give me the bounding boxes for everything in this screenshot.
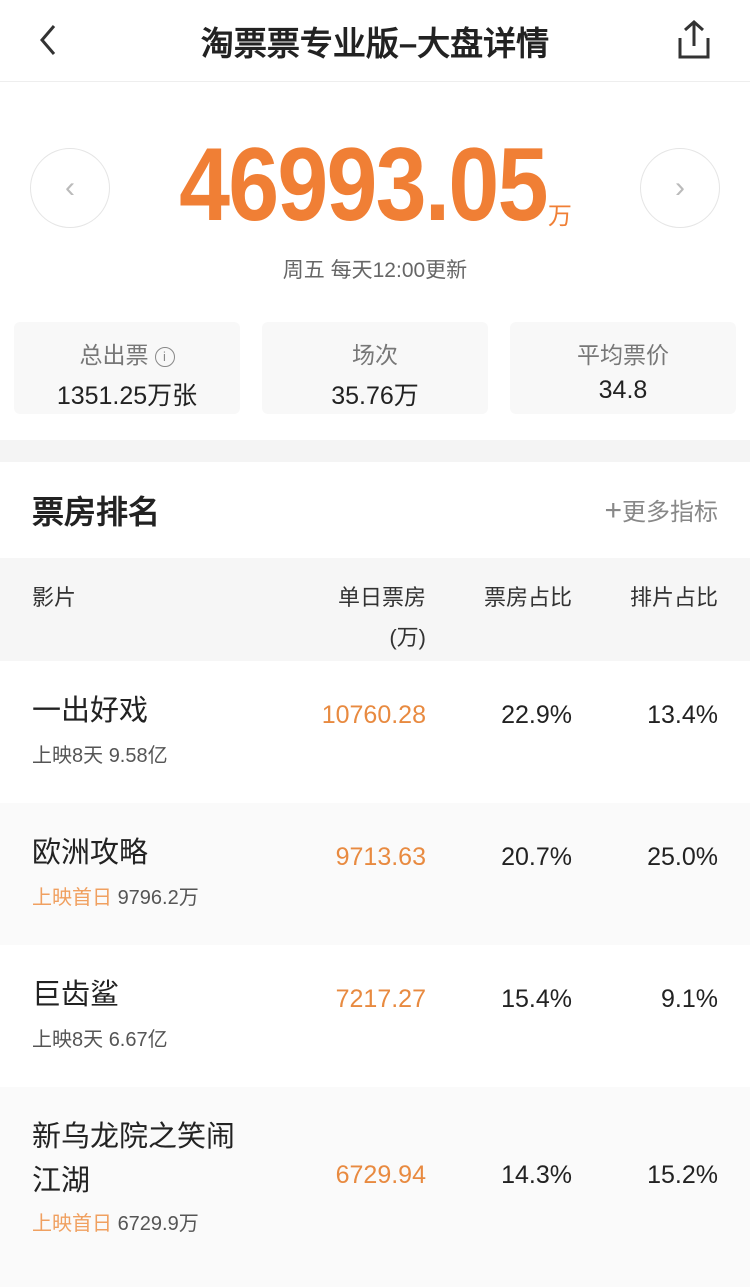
film-name: 欧洲攻略 bbox=[32, 837, 149, 869]
chevron-left-icon[interactable] bbox=[30, 20, 70, 60]
chevron-right-icon: › bbox=[675, 171, 685, 204]
divider bbox=[0, 440, 750, 462]
stat-avg-price: 平均票价 34.8 bbox=[510, 322, 736, 414]
screen-share: 9.1% bbox=[661, 985, 718, 1013]
prev-day-button[interactable]: ‹ bbox=[30, 148, 110, 228]
table-row[interactable]: 欧洲攻略 上映首日 9796.2万 9713.63 20.7% 25.0% bbox=[0, 803, 750, 945]
info-icon[interactable]: i bbox=[154, 346, 175, 367]
screen-share: 13.4% bbox=[647, 701, 718, 729]
daily-gross: 9713.63 bbox=[335, 843, 426, 871]
film-meta: 上映8天 6.67亿 bbox=[32, 1029, 168, 1051]
daily-gross: 10760.28 bbox=[321, 701, 426, 729]
table-header: 影片 单日票房 (万) 票房占比 排片占比 bbox=[0, 558, 750, 661]
stat-tickets: 总出票 i 1351.25万张 bbox=[14, 322, 240, 414]
table-row[interactable]: 新乌龙院之笑闹 江湖 上映首日 6729.9万 6729.94 14.3% 15.… bbox=[0, 1087, 750, 1287]
film-name: 一出好戏 bbox=[32, 695, 149, 727]
plus-icon: + bbox=[604, 494, 622, 527]
film-meta: 上映首日 9796.2万 bbox=[32, 887, 199, 909]
update-info: 周五 每天12:00更新 bbox=[282, 259, 468, 282]
next-day-button[interactable]: › bbox=[640, 148, 720, 228]
film-name: 新乌龙院之笑闹 江湖 bbox=[32, 1121, 236, 1197]
stat-shows: 场次 35.76万 bbox=[262, 322, 488, 414]
screen-share: 25.0% bbox=[647, 843, 718, 871]
box-share: 15.4% bbox=[501, 985, 572, 1013]
table-row[interactable]: 一出好戏 上映8天 9.58亿 10760.28 22.9% 13.4% bbox=[0, 661, 750, 803]
total-box-office: 46993.05万 bbox=[179, 127, 572, 243]
page-title: 淘票票专业版–大盘详情 bbox=[200, 24, 550, 62]
box-share: 14.3% bbox=[501, 1161, 572, 1189]
chevron-left-icon: ‹ bbox=[65, 171, 75, 204]
section-title: 票房排名 bbox=[32, 494, 161, 530]
share-icon[interactable] bbox=[672, 18, 716, 62]
box-share: 22.9% bbox=[501, 701, 572, 729]
more-metrics-button[interactable]: +更多指标 bbox=[604, 494, 718, 527]
header: 淘票票专业版–大盘详情 bbox=[0, 0, 750, 82]
box-share: 20.7% bbox=[501, 843, 572, 871]
table-row[interactable]: 巨齿鲨 上映8天 6.67亿 7217.27 15.4% 9.1% bbox=[0, 945, 750, 1087]
daily-gross: 6729.94 bbox=[335, 1161, 426, 1189]
daily-gross: 7217.27 bbox=[335, 985, 426, 1013]
film-meta: 上映首日 6729.9万 bbox=[32, 1213, 199, 1235]
film-meta: 上映8天 9.58亿 bbox=[32, 745, 168, 767]
film-name: 巨齿鲨 bbox=[32, 979, 120, 1011]
screen-share: 15.2% bbox=[647, 1161, 718, 1189]
